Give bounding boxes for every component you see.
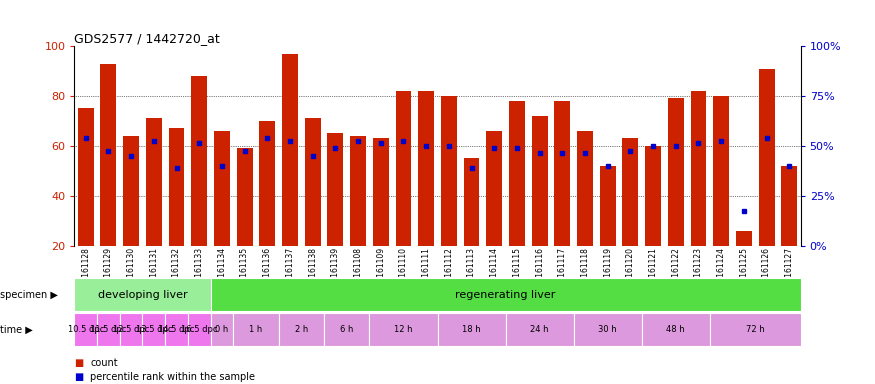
Text: 10.5 dpc: 10.5 dpc (67, 325, 104, 334)
Bar (645, 146, 661, 246)
Text: percentile rank within the sample: percentile rank within the sample (90, 372, 256, 382)
Bar (78, 108, 94, 246)
Bar (574, 313, 641, 346)
Bar (736, 231, 752, 246)
Bar (441, 96, 457, 246)
Bar (578, 131, 593, 246)
Text: specimen ▶: specimen ▶ (0, 290, 58, 300)
Bar (278, 313, 324, 346)
Text: ■: ■ (74, 358, 84, 368)
Bar (74, 313, 97, 346)
Bar (327, 133, 343, 246)
Text: 1 h: 1 h (249, 325, 262, 334)
Bar (690, 91, 706, 246)
Bar (324, 313, 369, 346)
Bar (396, 91, 411, 246)
Bar (236, 148, 253, 246)
Bar (234, 313, 278, 346)
Bar (97, 313, 120, 346)
Text: 16.5 dpc: 16.5 dpc (181, 325, 218, 334)
Bar (668, 98, 683, 246)
Bar (350, 136, 366, 246)
Bar (759, 68, 774, 246)
Text: 12 h: 12 h (395, 325, 413, 334)
Text: 6 h: 6 h (340, 325, 354, 334)
Bar (599, 166, 616, 246)
Bar (211, 278, 801, 311)
Bar (622, 138, 639, 246)
Bar (781, 166, 797, 246)
Text: 72 h: 72 h (746, 325, 765, 334)
Text: developing liver: developing liver (98, 290, 187, 300)
Text: count: count (90, 358, 118, 368)
Bar (373, 138, 388, 246)
Bar (710, 313, 801, 346)
Text: regenerating liver: regenerating liver (455, 290, 556, 300)
Bar (101, 63, 116, 246)
Text: 14.5 dpc: 14.5 dpc (158, 325, 195, 334)
Bar (165, 313, 188, 346)
Text: 13.5 dpc: 13.5 dpc (136, 325, 172, 334)
Bar (211, 313, 234, 346)
Text: 2 h: 2 h (295, 325, 308, 334)
Text: 24 h: 24 h (530, 325, 549, 334)
Bar (123, 136, 139, 246)
Bar (418, 91, 434, 246)
Bar (259, 121, 276, 246)
Bar (192, 76, 207, 246)
Bar (304, 118, 320, 246)
Bar (438, 313, 506, 346)
Bar (464, 158, 480, 246)
Text: time ▶: time ▶ (0, 324, 32, 334)
Bar (641, 313, 710, 346)
Text: 0 h: 0 h (215, 325, 228, 334)
Bar (509, 101, 525, 246)
Text: 18 h: 18 h (462, 325, 481, 334)
Bar (555, 101, 570, 246)
Bar (74, 278, 211, 311)
Text: 12.5 dpc: 12.5 dpc (113, 325, 150, 334)
Bar (369, 313, 438, 346)
Text: ■: ■ (74, 372, 84, 382)
Bar (188, 313, 211, 346)
Text: 11.5 dpc: 11.5 dpc (90, 325, 127, 334)
Text: 30 h: 30 h (598, 325, 617, 334)
Bar (282, 53, 298, 246)
Bar (143, 313, 165, 346)
Text: GDS2577 / 1442720_at: GDS2577 / 1442720_at (74, 32, 220, 45)
Bar (487, 131, 502, 246)
Bar (713, 96, 729, 246)
Bar (532, 116, 548, 246)
Bar (169, 128, 185, 246)
Bar (120, 313, 143, 346)
Text: 48 h: 48 h (667, 325, 685, 334)
Bar (146, 118, 162, 246)
Bar (506, 313, 574, 346)
Bar (214, 131, 230, 246)
